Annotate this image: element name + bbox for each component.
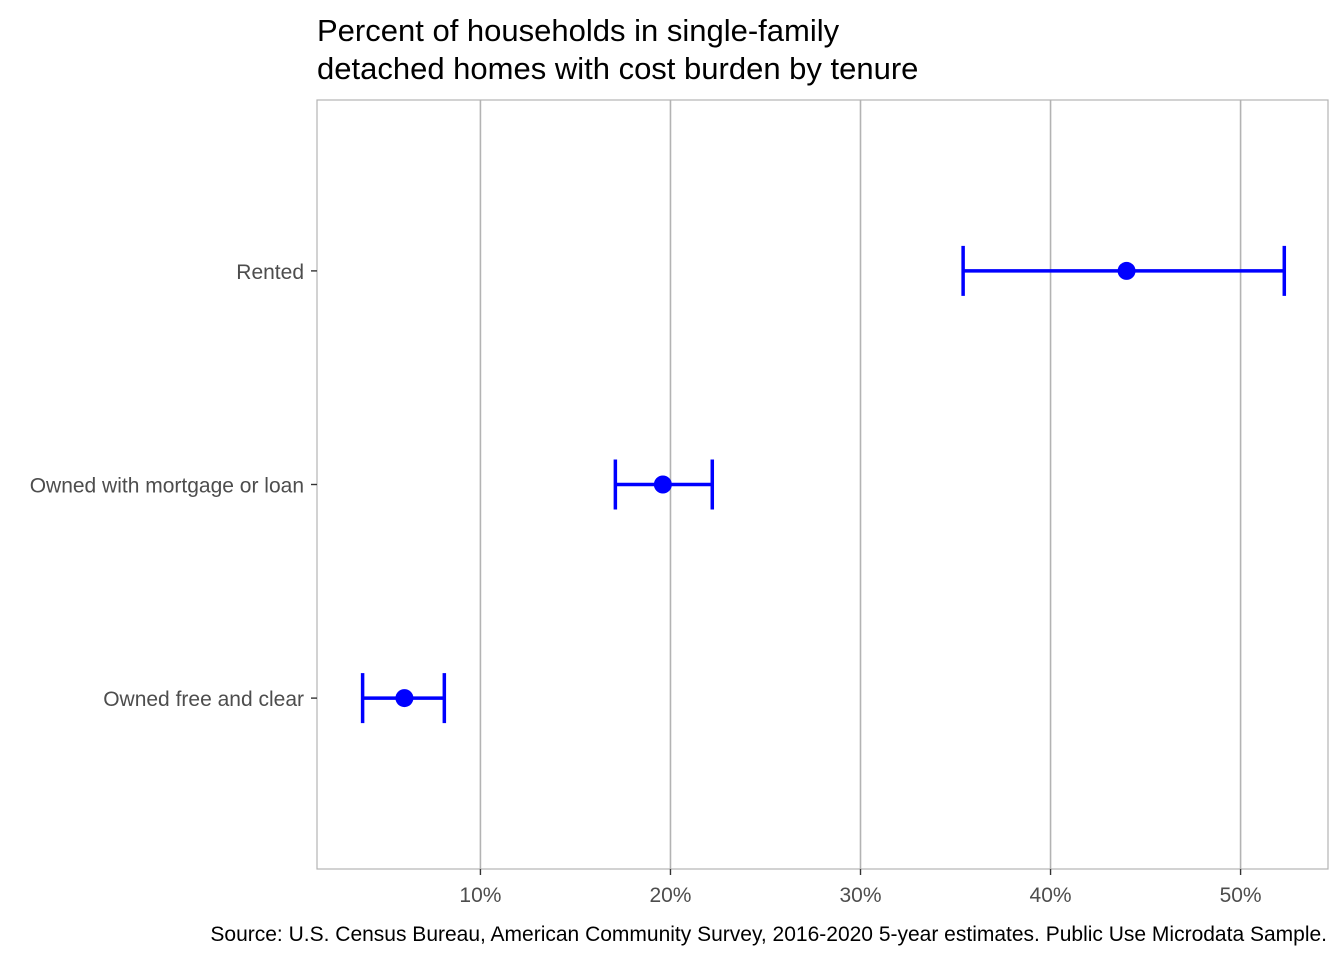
x-tick-label: 30% <box>839 884 881 907</box>
y-axis: Rented Owned with mortgage or loan Owned f… <box>30 261 317 711</box>
plot-panel <box>316 99 1329 870</box>
data-point <box>395 689 414 708</box>
chart-title: Percent of households in single-family d… <box>317 13 918 86</box>
x-tick-label: 50% <box>1220 884 1262 907</box>
y-tick-label: Owned free and clear <box>103 688 304 711</box>
data-point <box>1117 261 1136 280</box>
grid-lines <box>479 100 1242 869</box>
data-point <box>653 475 672 494</box>
x-axis: 10% 20% 30% 40% 50% <box>459 869 1262 907</box>
y-tick-label: Rented <box>236 261 304 284</box>
data-point-group <box>961 245 1287 296</box>
data-point-group <box>613 459 715 510</box>
chart-title-line-1: Percent of households in single-family <box>317 13 840 48</box>
y-tick-label: Owned with mortgage or loan <box>30 475 304 498</box>
x-tick-label: 10% <box>459 884 501 907</box>
x-tick-label: 40% <box>1030 884 1072 907</box>
data-point-group <box>360 673 447 724</box>
data-series <box>360 245 1287 724</box>
chart-caption: Source: U.S. Census Bureau, American Com… <box>210 923 1327 946</box>
chart-title-line-2: detached homes with cost burden by tenur… <box>317 51 918 86</box>
x-tick-label: 20% <box>649 884 691 907</box>
